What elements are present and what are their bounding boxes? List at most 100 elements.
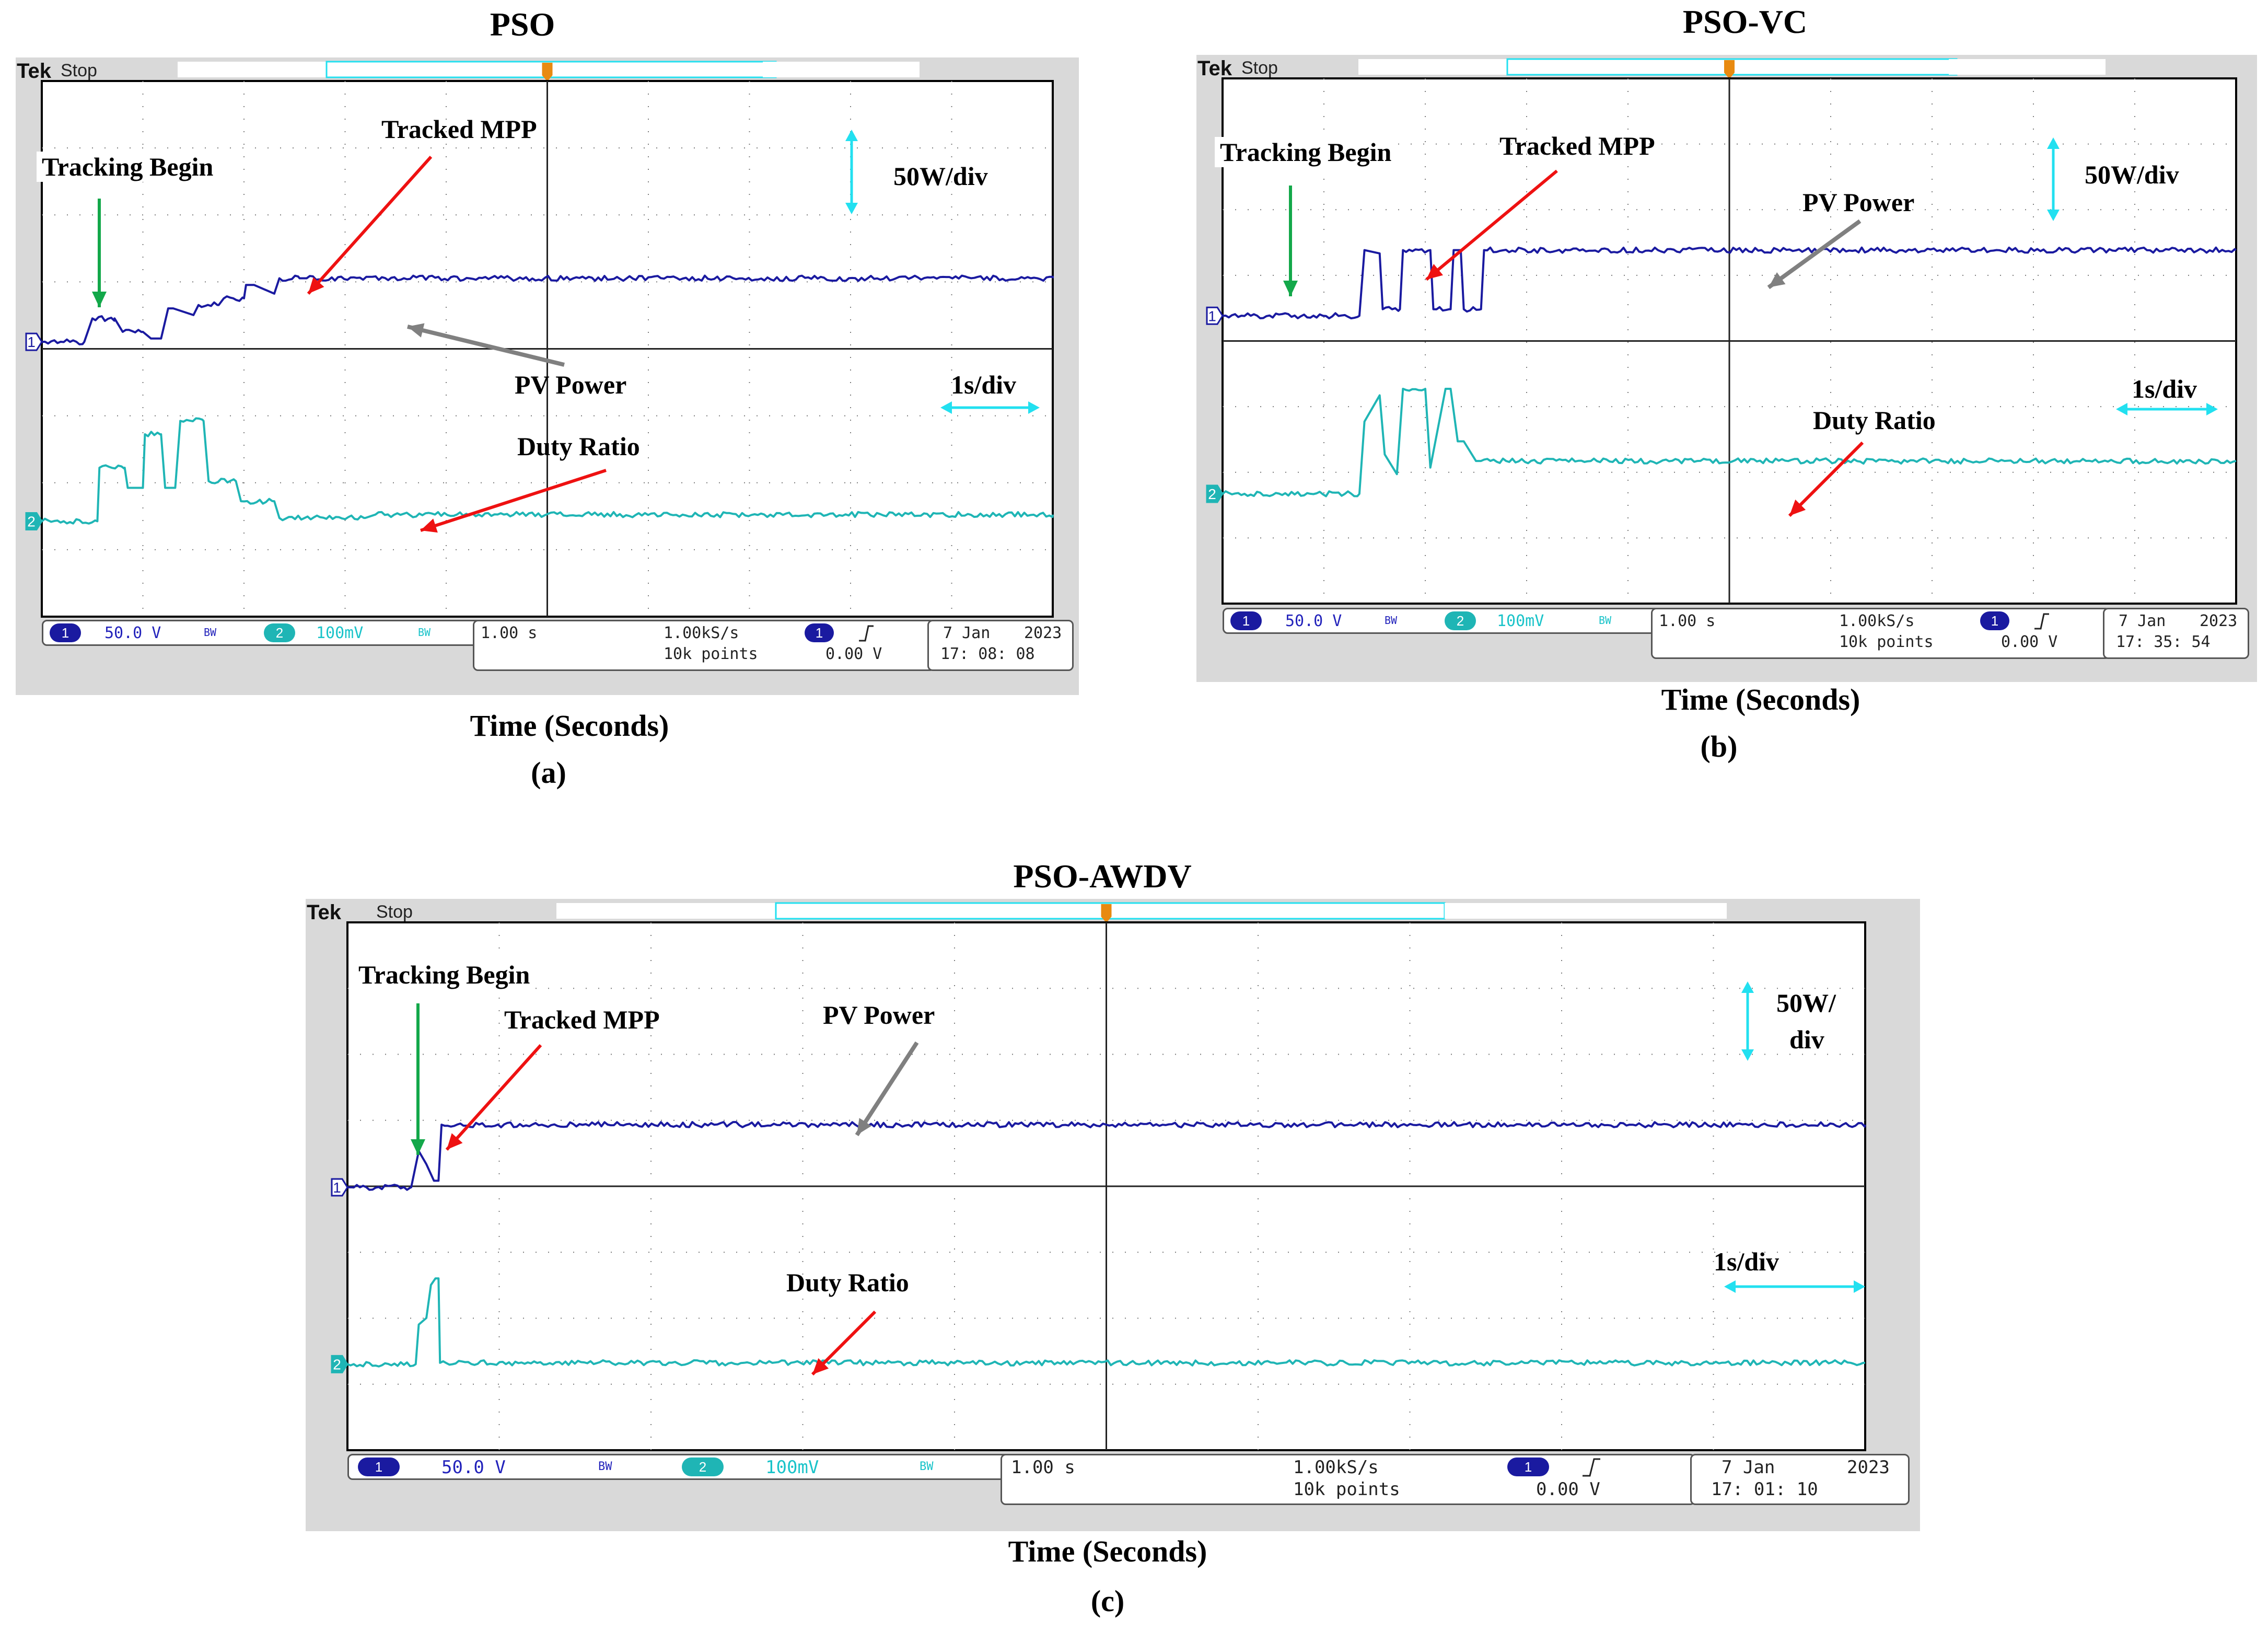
panel-b-tracking-begin-arrow-head	[1283, 281, 1298, 296]
panel-b-sample-rate: 1.00kS/s	[1839, 612, 1915, 630]
panel-c-trigger-level: 0.00 V	[1536, 1479, 1600, 1500]
panel-c-date: 7 Jan	[1722, 1457, 1775, 1478]
panel-a-title: PSO	[490, 6, 555, 43]
panel-b-ch1-badge: 1	[1230, 611, 1262, 630]
panel-b-brand: Tek	[1197, 57, 1232, 80]
panel-a-brand: Tek	[17, 60, 51, 83]
panel-a-tracking-begin-arrow-head	[92, 292, 107, 307]
panel-b-horizontal-scale-arrow-right	[2206, 403, 2218, 415]
panel-c-ch2-bw: BW	[920, 1460, 934, 1473]
panel-a-timebase-box	[473, 620, 935, 671]
panel-c-xlabel: Time (Seconds)	[1008, 1534, 1207, 1568]
panel-b-time: 17: 35: 54	[2116, 633, 2211, 651]
panel-b-ch2-badge: 2	[1445, 611, 1476, 630]
panel-a-datetime-box	[927, 620, 1074, 671]
panel-b-header-left-strip	[1358, 59, 1520, 75]
panel-a-trigger-slope-icon	[859, 625, 874, 642]
panel-a-status: Stop	[61, 61, 97, 80]
panel-c-pv-power-arrow	[855, 1041, 919, 1137]
panel-c-pv-power-label: PV Power	[823, 1000, 935, 1030]
panel-a-year: 2023	[1024, 624, 1062, 642]
panel-a-ch1-scale: 50.0 V	[104, 624, 161, 642]
panel-b-duty-ratio-label: Duty Ratio	[1813, 406, 1936, 435]
panel-c-ch2-scale: 100mV	[765, 1457, 819, 1478]
panel-b-timebase: 1.00 s	[1659, 612, 1716, 630]
panel-c-header-left-strip	[556, 903, 781, 919]
panel-a-ch1-bw: BW	[204, 626, 217, 639]
panel-c-tracking-begin-arrow-head	[411, 1139, 425, 1155]
panel-a-series-duty-ratio	[41, 417, 1054, 525]
panel-b-ch1-bw: BW	[1385, 614, 1398, 627]
panel-c-ch1-badge: 1	[358, 1458, 400, 1476]
panel-b-datetime-box	[2103, 608, 2249, 659]
panel-b-trigger-channel: 1	[1980, 611, 2009, 630]
panel-a-header-left-strip	[178, 62, 340, 77]
panel-a-pv-power-arrow	[407, 325, 565, 367]
panel-a-ch1-marker-label: 1	[27, 334, 36, 350]
panel-a-horizontal-scale-arrow-left	[940, 401, 952, 414]
panel-b-header-right-strip	[1949, 59, 2106, 75]
panel-a-series-pv-power	[41, 274, 1054, 345]
panel-b-scope: Tek Stop 1 2 1 50.0 V BW 2 100mV BW 1.00 …	[1196, 55, 2257, 682]
panel-c-datetime-box	[1690, 1454, 1910, 1505]
panel-a-ch2-bw: BW	[418, 626, 431, 639]
panel-c-tracked-mpp-arrow	[445, 1044, 542, 1151]
panel-c-record-length: 10k points	[1293, 1479, 1400, 1500]
panel-c-time: 17: 01: 10	[1711, 1479, 1818, 1500]
panel-a-vertical-scale-arrow-bottom	[845, 203, 858, 214]
panel-b-duty-ratio-arrow	[1788, 441, 1864, 517]
panel-b-trigger-slope-icon	[2034, 613, 2049, 630]
panel-b-title: PSO-VC	[1682, 3, 1808, 40]
panel-c-horizontal-scale-arrow-left	[1724, 1280, 1736, 1293]
panel-b-horizontal-scale-arrow-left	[2116, 403, 2127, 415]
panel-c-tracking-begin-label: Tracking Begin	[355, 959, 533, 990]
panel-c-tracked-mpp-arrow-head	[447, 1133, 463, 1150]
panel-b-ch1-marker-label: 1	[1208, 308, 1216, 324]
panel-a-duty-ratio-arrow-head	[421, 518, 438, 533]
panel-a-pv-power-label: PV Power	[515, 370, 627, 399]
panel-c-header-right-strip	[1445, 903, 1727, 919]
panel-a-pv-power-arrow-head	[408, 323, 425, 338]
panel-b-ch2-bw: BW	[1599, 614, 1612, 627]
panel-c-vertical-scale-arrow-bottom	[1741, 1049, 1754, 1061]
panel-c-ch1-bw: BW	[598, 1460, 612, 1473]
panel-a-ch2-marker-label: 2	[27, 514, 36, 530]
panel-c-duty-ratio-label: Duty Ratio	[786, 1268, 909, 1297]
panel-b-pv-power-arrow	[1767, 219, 1862, 290]
panel-a-trigger-position-marker	[542, 63, 553, 82]
panel-b-horizontal-scale: 1s/div	[2132, 374, 2197, 403]
panel-a-tracking-begin-label: Tracking Begin	[37, 152, 219, 182]
panel-c-trigger-position-marker	[1101, 904, 1112, 923]
panel-b-tracking-begin-label: Tracking Begin	[1215, 137, 1397, 167]
panel-b-vertical-scale-arrow-bottom	[2047, 210, 2060, 221]
panel-b-caption: (b)	[1700, 730, 1738, 764]
panel-a-tracked-mpp-arrow	[307, 155, 433, 295]
panel-c-horizontal-scale: 1s/div	[1714, 1247, 1779, 1276]
panel-c-ch1-marker-label: 1	[333, 1179, 341, 1196]
panel-a-time: 17: 08: 08	[940, 645, 1035, 663]
panel-a-ch2-scale: 100mV	[316, 624, 364, 642]
panel-a-tracked-mpp-label: Tracked MPP	[381, 114, 537, 144]
panel-b-trigger-level: 0.00 V	[2001, 633, 2058, 651]
panel-a-sample-rate: 1.00kS/s	[664, 624, 739, 642]
panel-c-series-pv-power	[347, 1121, 1866, 1191]
panel-b-ch1-scale: 50.0 V	[1285, 612, 1342, 630]
panel-c-vertical-scale-line2: div	[1789, 1025, 1824, 1054]
panel-a-timebase: 1.00 s	[481, 624, 538, 642]
panel-c-caption: (c)	[1090, 1584, 1125, 1618]
panel-c-ch2-ground-marker	[331, 1355, 348, 1373]
panel-c-vertical-scale-line1: 50W/	[1776, 988, 1836, 1017]
panel-c-year: 2023	[1847, 1457, 1890, 1478]
panel-a-header-right-strip	[763, 62, 920, 77]
panel-c-timebase: 1.00 s	[1011, 1457, 1075, 1478]
panel-a-duty-ratio-label: Duty Ratio	[517, 432, 640, 461]
panel-c-duty-ratio-arrow-head	[812, 1358, 829, 1374]
panel-a-ch1-ground-marker	[25, 332, 43, 351]
panel-b-duty-ratio-arrow-head	[1789, 499, 1806, 516]
panel-b-tracked-mpp-arrow	[1425, 169, 1558, 281]
panel-a-date: 7 Jan	[943, 624, 991, 642]
panel-c-status: Stop	[376, 902, 413, 922]
panel-c-sample-rate: 1.00kS/s	[1293, 1457, 1379, 1478]
panel-a-ch2-ground-marker	[25, 512, 43, 531]
